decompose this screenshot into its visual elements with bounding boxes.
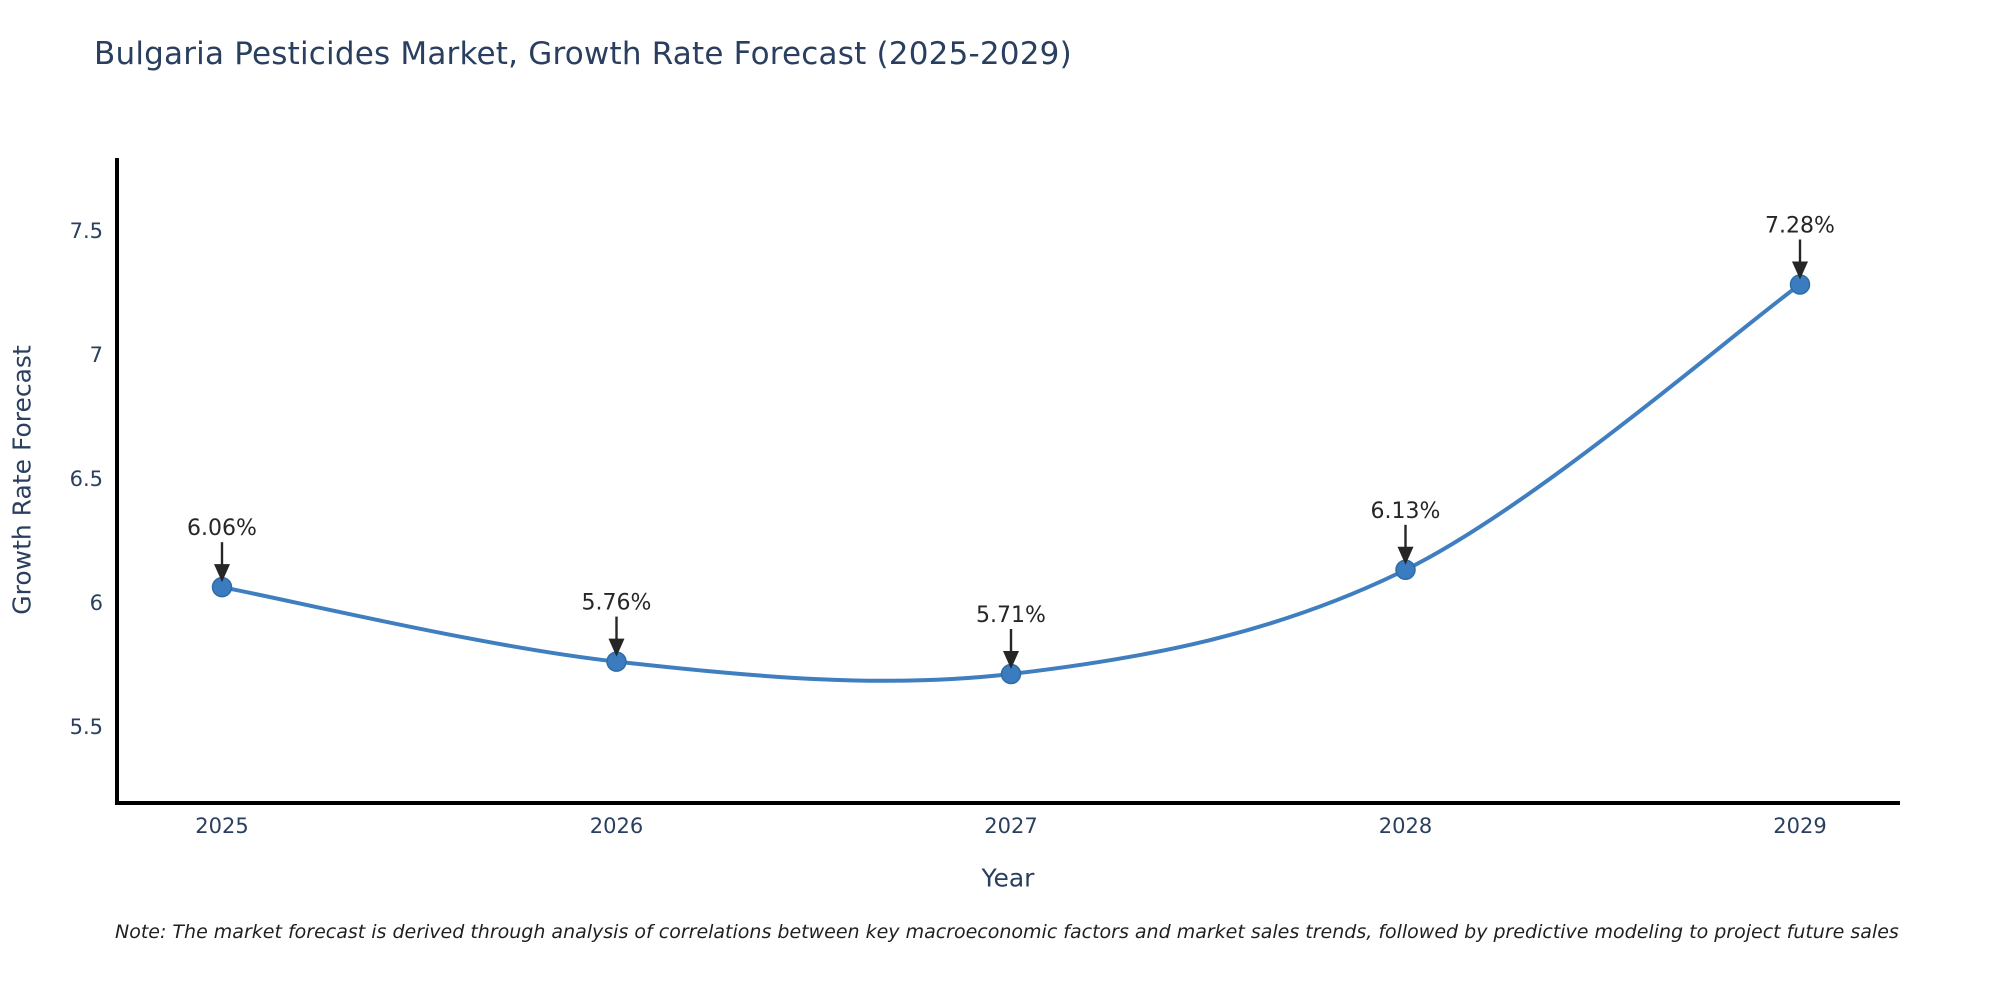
footnote: Note: The market forecast is derived thr… (115, 921, 1899, 943)
x-tick-label: 2028 (1379, 814, 1432, 838)
chart-title: Bulgaria Pesticides Market, Growth Rate … (94, 36, 1072, 72)
x-tick-label: 2029 (1773, 814, 1826, 838)
y-tick-label: 7.5 (70, 219, 103, 243)
x-tick-label: 2026 (590, 814, 643, 838)
x-tick-label: 2027 (984, 814, 1037, 838)
point-label: 6.13% (1371, 499, 1441, 524)
annotation-arrow-head (1792, 261, 1808, 280)
y-tick-label: 6 (90, 591, 103, 615)
annotation-arrow-head (1397, 546, 1414, 565)
point-label: 6.06% (187, 516, 257, 541)
annotation-arrow-head (1003, 651, 1019, 669)
annotation-arrow-head (214, 564, 230, 583)
y-tick-label: 5.5 (70, 715, 103, 739)
point-label: 7.28% (1765, 214, 1835, 239)
x-tick-label: 2025 (195, 814, 248, 838)
annotation-arrow-head (608, 638, 625, 657)
x-axis-title: Year (981, 863, 1035, 893)
point-label: 5.76% (582, 591, 652, 616)
y-tick-label: 7 (90, 343, 103, 367)
point-label: 5.71% (976, 603, 1046, 628)
y-tick-label: 6.5 (70, 467, 103, 491)
